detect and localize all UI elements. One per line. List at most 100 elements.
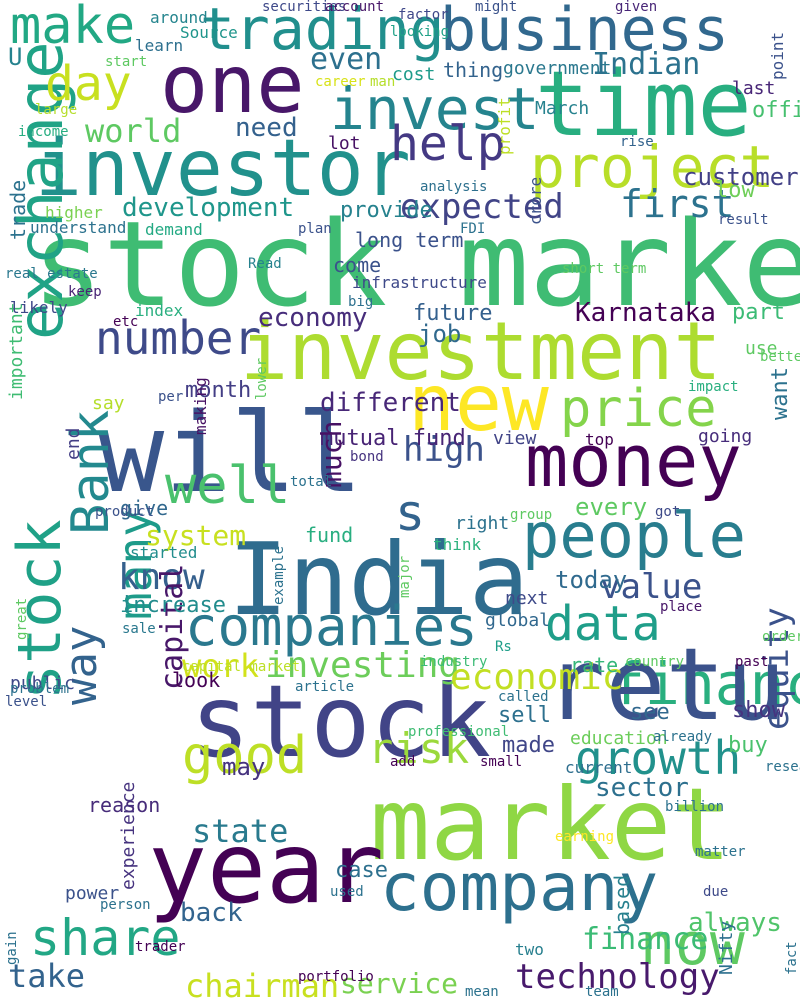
word-crore: crore (526, 176, 545, 225)
word-give: give (120, 496, 169, 520)
word-lot: lot (328, 133, 361, 154)
word-professional: professional (408, 724, 510, 740)
word-take: take (8, 957, 86, 995)
word-given: given (615, 0, 658, 15)
word-career: career (315, 74, 366, 90)
word-looking: looking (390, 24, 450, 40)
word-long-term: long term (355, 228, 464, 252)
word-s: s (395, 484, 426, 542)
word-point: point (768, 31, 787, 80)
word-profit: profit (495, 97, 514, 155)
word-public: public (10, 673, 76, 694)
word-bond: bond (350, 449, 384, 465)
word-industry: industry (420, 654, 488, 670)
word-made: made (502, 733, 555, 758)
word-sector: sector (595, 773, 689, 803)
word-next: next (505, 588, 549, 609)
word-experience: experience (118, 781, 139, 890)
word-read: Read (248, 256, 282, 272)
word-expected: expected (400, 187, 564, 227)
word-know: know (118, 557, 205, 598)
word-already: already (653, 729, 713, 745)
word-stock-market: stock market (32, 195, 800, 333)
word-making: making (191, 377, 210, 435)
word-group: group (510, 507, 553, 523)
word-now: now (640, 910, 745, 978)
word-rate: rate (570, 653, 619, 677)
word-today: today (555, 566, 628, 594)
word-trading: trading (200, 0, 445, 63)
word-research: research (765, 759, 800, 775)
word-will: will (98, 389, 363, 517)
word-investment: investment (240, 305, 722, 398)
word-development: development (122, 193, 295, 223)
word-fund: fund (305, 523, 354, 547)
word-rise: rise (620, 134, 654, 150)
word-price: price (560, 379, 717, 439)
word-team: team (585, 984, 619, 1000)
word-impact: impact (688, 379, 739, 395)
word-job: job (418, 320, 462, 348)
word-number: number (95, 311, 262, 365)
word-market: market (370, 766, 732, 883)
word-even: even (310, 42, 383, 77)
word-securities: securities (262, 0, 347, 15)
word-karnataka: Karnataka (575, 298, 716, 328)
word-month: month (185, 378, 252, 403)
word-matter: matter (695, 844, 746, 860)
word-billion: billion (665, 799, 725, 815)
word-state: state (192, 812, 289, 850)
word-increase: increase (120, 593, 226, 618)
word-want: want (768, 367, 793, 420)
word-fact: fact (784, 941, 800, 975)
word-case: case (335, 858, 388, 883)
word-need: need (235, 113, 298, 143)
word-better: better (760, 349, 800, 365)
word-project: project (530, 133, 775, 201)
word-etc: etc (113, 314, 139, 330)
word-one: one (160, 38, 305, 131)
word-chairman: chairman (185, 967, 340, 1000)
word-important: important (6, 302, 27, 400)
word-problem: problem (10, 681, 70, 697)
word-order: order (762, 629, 800, 645)
word-different: different (320, 388, 461, 418)
word-right: right (455, 513, 510, 534)
word-earning: earning (555, 829, 615, 845)
word-financial: financial (610, 650, 800, 718)
word-economic: economic (450, 657, 624, 698)
word-sell: sell (498, 703, 551, 728)
word-start: start (105, 54, 148, 70)
word-factor: factor (398, 7, 449, 23)
word-person: person (100, 897, 151, 913)
word-major: major (397, 555, 413, 598)
word-service: service (340, 967, 459, 1000)
word-level: level (5, 694, 48, 710)
word-thing: thing (443, 58, 504, 82)
word-say: say (92, 393, 125, 414)
word-provide: provide (340, 198, 433, 223)
word-make: make (10, 0, 136, 56)
word-analysis: analysis (420, 179, 488, 195)
word-keep: keep (68, 284, 102, 300)
word-current: current (565, 758, 633, 777)
word-look: look (172, 668, 221, 692)
word-likely: likely (10, 298, 68, 317)
word-real-estate: real estate (5, 266, 98, 282)
word-index: index (135, 301, 184, 320)
word-add: add (390, 754, 416, 770)
word-data: data (545, 596, 661, 652)
word-account: account (325, 0, 385, 15)
word-share: share (30, 909, 181, 967)
word-plan: plan (298, 221, 332, 237)
word-first: first (620, 182, 735, 226)
word-government: government (503, 58, 612, 79)
word-part: part (732, 300, 785, 325)
word-capital-market: capital market (182, 659, 301, 675)
word-mutual-fund: mutual fund (320, 426, 466, 451)
word-high: high (403, 430, 485, 470)
word-business: business (440, 0, 729, 65)
word-small: small (480, 754, 523, 770)
word-education: education (570, 728, 668, 749)
word-based: based (610, 874, 634, 935)
